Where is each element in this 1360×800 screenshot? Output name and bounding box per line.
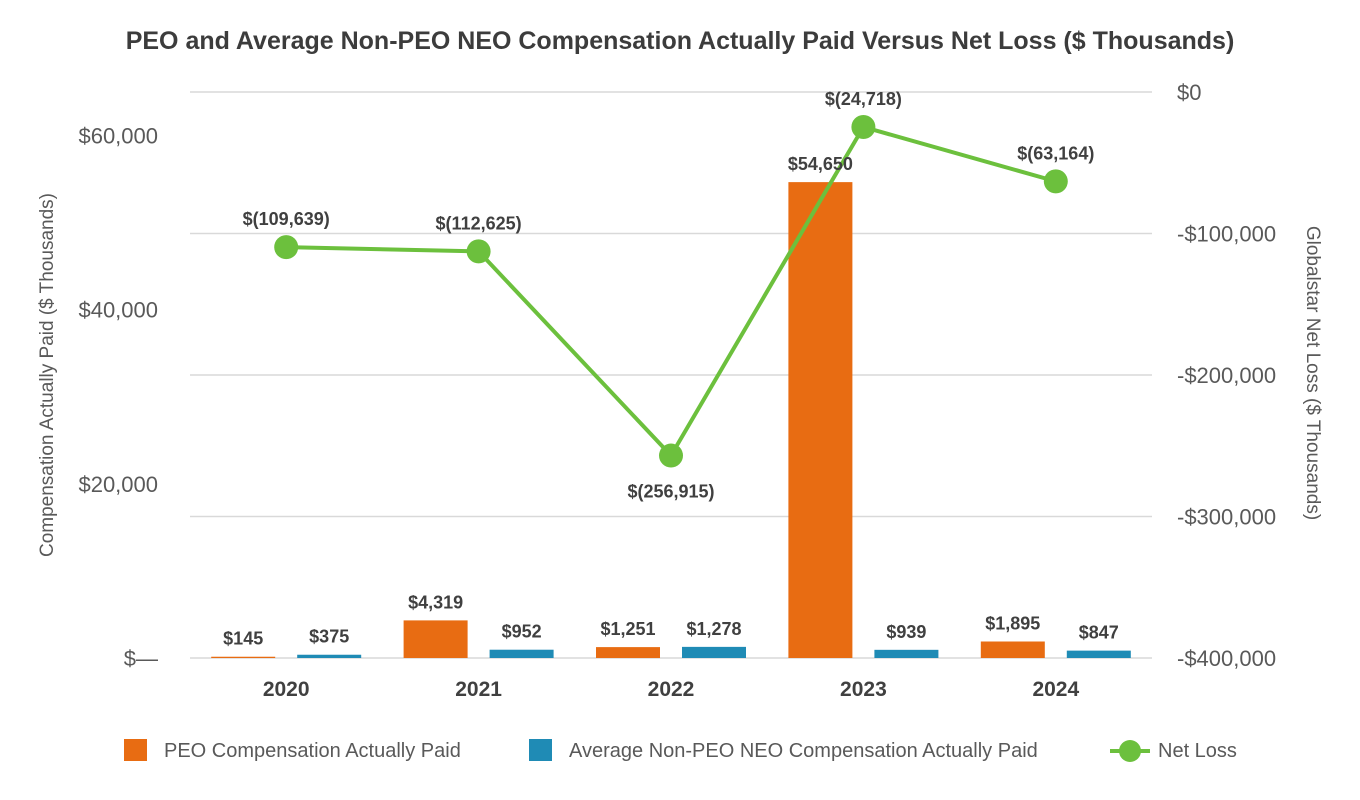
chart-title: PEO and Average Non-PEO NEO Compensation… (126, 27, 1235, 55)
bar-peo (980, 641, 1045, 658)
bar-peo (211, 656, 276, 658)
net-loss-point (1043, 169, 1068, 194)
x-tick-label: 2023 (840, 678, 887, 701)
net-loss-line (274, 114, 1068, 468)
bar-data-label: $1,895 (985, 613, 1040, 633)
bar-non-peo (489, 649, 554, 658)
net-loss-point (466, 239, 491, 264)
bar-non-peo (874, 649, 939, 658)
y-axis-title: Compensation Actually Paid ($ Thousands) (37, 193, 58, 557)
x-tick-label: 2020 (263, 678, 310, 701)
y-tick-label: $60,000 (78, 124, 158, 149)
bar-peo (403, 620, 468, 658)
axis-ticks: $— $20,000 $40,000 $60,000 $0 -$100,000 -$200,… (78, 80, 1276, 701)
legend-marker (1119, 740, 1141, 762)
y-tick-label: $20,000 (78, 472, 158, 497)
net-loss-data-label: $(109,639) (243, 209, 330, 229)
legend-label: PEO Compensation Actually Paid (164, 740, 461, 762)
net-loss-polyline (286, 124, 1057, 458)
y2-tick-label: -$300,000 (1177, 505, 1276, 530)
legend: PEO Compensation Actually Paid Average No… (124, 739, 1237, 762)
bar-data-label: $847 (1079, 623, 1119, 643)
y2-tick-label: -$400,000 (1177, 646, 1276, 671)
net-loss-data-label: $(112,625) (436, 213, 522, 233)
legend-label: Average Non-PEO NEO Compensation Actuall… (569, 740, 1038, 762)
net-loss-point (659, 443, 683, 468)
y-tick-label: $— (124, 646, 158, 671)
bar-peo (596, 647, 660, 658)
x-tick-label: 2024 (1032, 678, 1079, 701)
bar-non-peo (682, 646, 746, 658)
bar-data-label: $952 (502, 622, 542, 642)
x-tick-label: 2021 (455, 678, 502, 701)
x-tick-label: 2022 (648, 678, 695, 701)
legend-swatch (529, 739, 552, 761)
bar-non-peo (297, 654, 362, 658)
bar-data-label: $1,278 (686, 619, 741, 639)
net-loss-data-label: $(63,164) (1017, 143, 1094, 163)
bar-data-label: $54,650 (788, 154, 853, 174)
bar-data-label: $4,319 (408, 592, 463, 612)
net-loss-point (274, 235, 299, 260)
bar-peo (788, 182, 853, 658)
bar-data-label: $145 (223, 629, 263, 649)
bars (211, 182, 1131, 658)
y2-tick-label: $0 (1177, 80, 1201, 105)
bar-data-label: $939 (886, 622, 926, 642)
legend-label: Net Loss (1158, 740, 1237, 762)
y2-tick-label: -$200,000 (1177, 363, 1276, 388)
net-loss-point (851, 114, 876, 139)
data-labels: $145 $4,319 $1,251 $54,650 $1,895 $375 $952 $1,… (223, 89, 1119, 649)
legend-swatch (124, 739, 147, 761)
net-loss-data-label: $(256,915) (627, 482, 714, 502)
y-tick-label: $40,000 (78, 298, 158, 323)
bar-non-peo (1066, 650, 1131, 658)
net-loss-data-label: $(24,718) (825, 89, 902, 109)
gridlines (190, 91, 1152, 659)
bar-data-label: $375 (309, 627, 349, 647)
bar-data-label: $1,251 (600, 619, 655, 639)
y2-axis-title: Globalstar Net Loss ($ Thousands) (1302, 226, 1323, 520)
y2-tick-label: -$100,000 (1177, 222, 1276, 247)
